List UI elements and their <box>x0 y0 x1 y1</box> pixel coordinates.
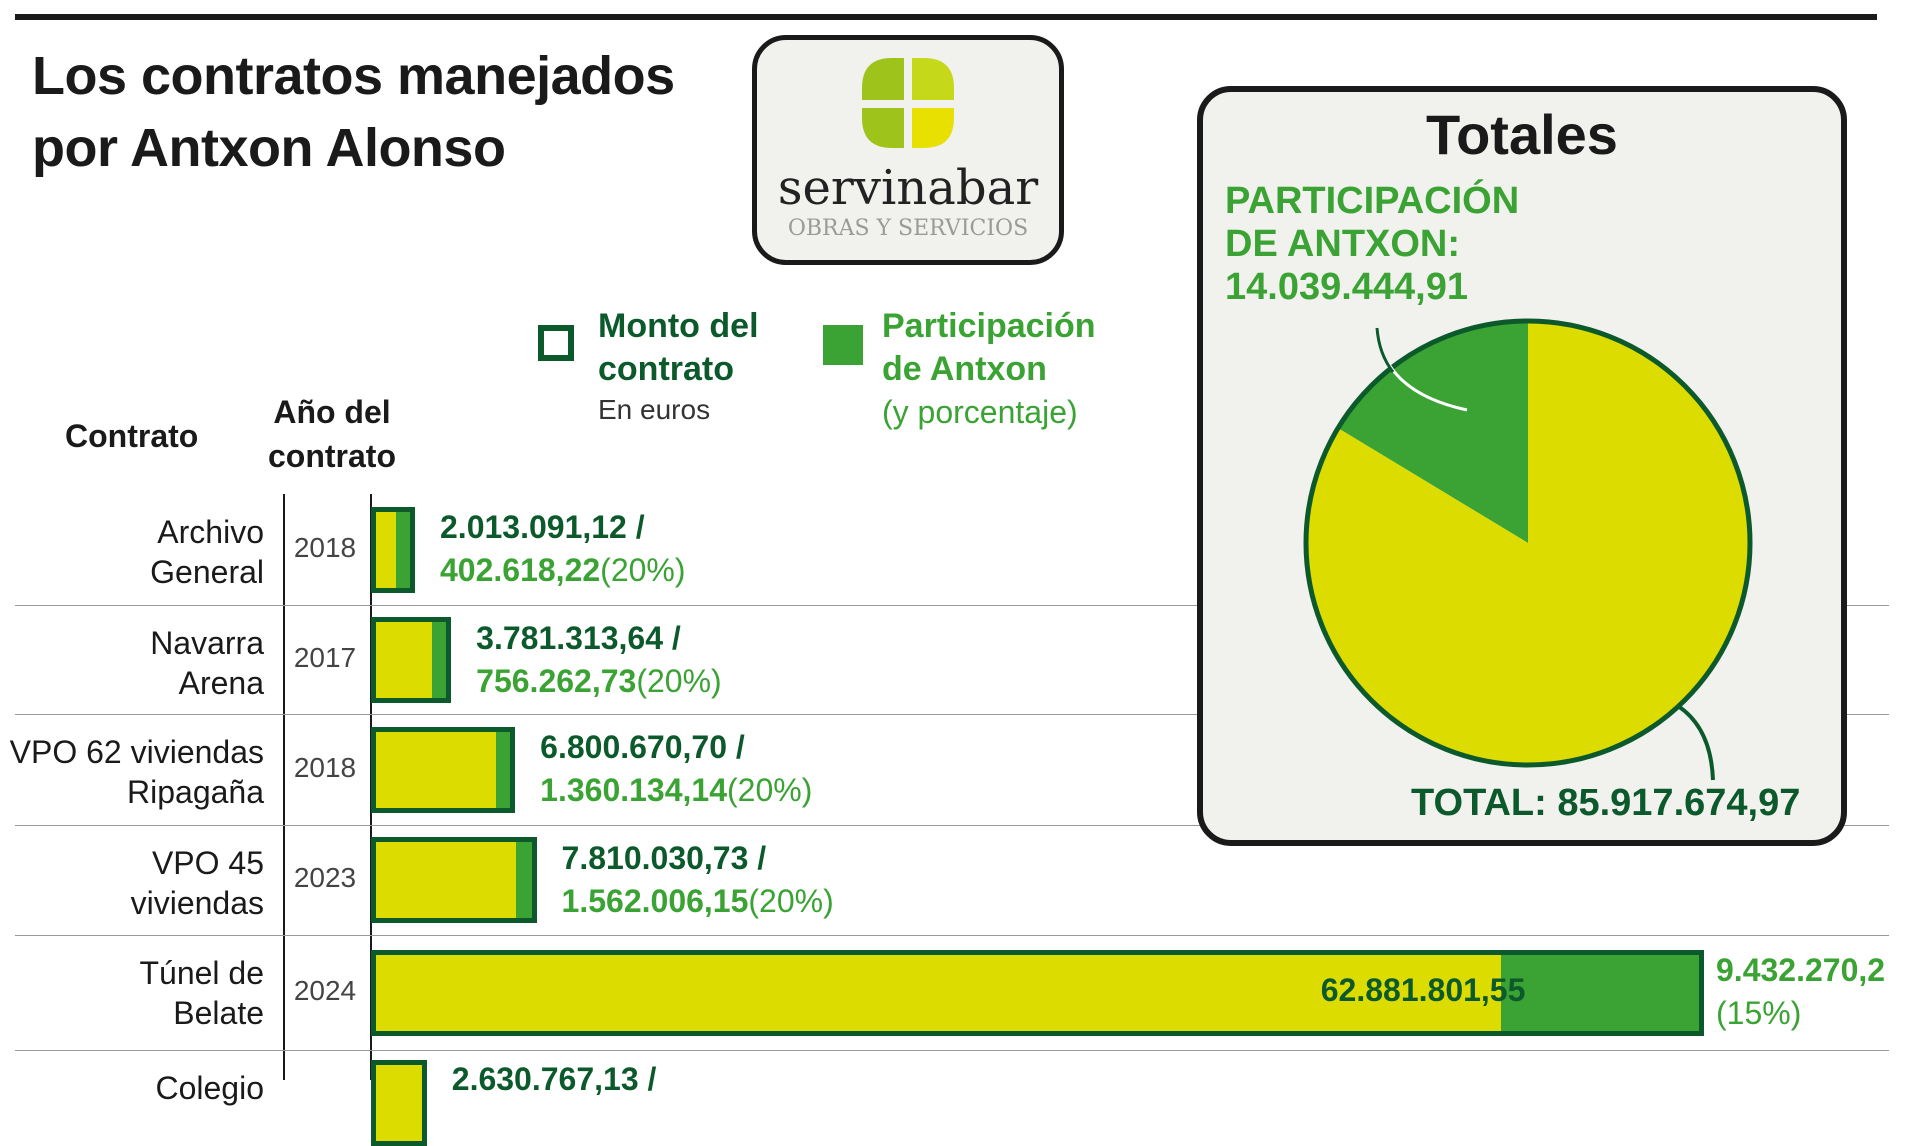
legend-title-monto: Monto del contrato <box>598 305 759 391</box>
legend-part-line-2: de Antxon <box>882 350 1047 388</box>
page-title: Los contratos manejados por Antxon Alons… <box>32 40 732 184</box>
header-anio: Año del contrato <box>262 390 402 478</box>
row-label-line-2: viviendas <box>130 885 264 921</box>
totals-participation-label: PARTICIPACIÓN DE ANTXON: 14.039.444,91 <box>1225 180 1519 309</box>
participacion-pct: (15%) <box>1716 995 1802 1031</box>
row-separator <box>15 605 1889 606</box>
bar-participacion <box>516 842 532 918</box>
bar-participacion <box>396 511 410 588</box>
row-separator <box>15 825 1889 826</box>
participation-leader-line-outer <box>1375 327 1395 373</box>
participacion-pct: (20%) <box>636 663 722 699</box>
row-label-line-2: Ripagaña <box>127 774 264 810</box>
bar-participacion <box>432 621 447 698</box>
row-label-line-1: Archivo <box>157 514 264 550</box>
pie-outline <box>1303 318 1753 768</box>
header-anio-line-1: Año del <box>273 394 391 430</box>
bar-value-monto: 62.881.801,55 <box>1320 971 1526 1008</box>
bar-participacion <box>1500 954 1699 1031</box>
participacion-value: 1.360.134,14 <box>540 772 727 808</box>
row-label: Archivo General <box>0 512 264 592</box>
bar-monto <box>371 949 1704 1036</box>
bar-monto <box>371 506 415 593</box>
cross-emblem-icon <box>862 58 954 148</box>
row-year: 2018 <box>293 751 357 783</box>
header-anio-line-2: contrato <box>268 438 396 474</box>
participacion-value: 402.618,22 <box>440 552 601 588</box>
bar-monto <box>371 837 537 923</box>
legend-swatch-monto <box>538 325 574 361</box>
row-year: 2024 <box>293 974 357 1006</box>
bar-monto <box>371 1060 427 1146</box>
totals-panel: Totales PARTICIPACIÓN DE ANTXON: 14.039.… <box>1197 86 1847 846</box>
row-label: Navarra Arena <box>0 623 264 703</box>
participacion-value: 756.262,73 <box>476 663 637 699</box>
legend-title-participacion: Participación de Antxon <box>882 305 1096 391</box>
header-contrato: Contrato <box>65 418 199 454</box>
bar-monto <box>371 616 452 703</box>
monto-value: 3.781.313,64 / <box>476 620 681 656</box>
title-line-1: Los contratos manejados <box>32 46 675 106</box>
participacion-value: 9.432.270,2 <box>1716 952 1886 988</box>
bar-values: 3.781.313,64 / 756.262,73(20%) <box>476 617 722 703</box>
bar-values: 6.800.670,70 / 1.360.134,14(20%) <box>540 726 812 812</box>
logo-tagline: OBRAS Y SERVICIOS <box>787 216 1029 241</box>
row-label-line-1: Túnel de <box>139 955 264 991</box>
row-separator <box>15 935 1889 936</box>
legend-sub-monto: En euros <box>598 394 711 425</box>
bar-values: 2.013.091,12 / 402.618,22(20%) <box>440 506 686 592</box>
logo-name: servinabar <box>777 160 1039 216</box>
totals-part-value: 14.039.444,91 <box>1225 266 1469 308</box>
row-label-line-1: VPO 45 <box>151 845 264 881</box>
row-year: 2018 <box>293 531 357 563</box>
top-rule <box>15 14 1877 20</box>
year-column-divider <box>283 494 285 1080</box>
monto-value: 6.800.670,70 / <box>540 729 745 765</box>
participacion-line: 402.618,22(20%) <box>440 549 686 592</box>
total-leader-line <box>1676 704 1715 781</box>
row-label-line-2: Belate <box>173 995 264 1031</box>
legend-swatch-participacion <box>823 325 863 365</box>
pie-slice-participacion <box>1338 321 1528 543</box>
row-label: VPO 45 viviendas <box>0 843 264 923</box>
row-label: Túnel de Belate <box>0 953 264 1033</box>
totals-part-line-1: PARTICIPACIÓN <box>1225 180 1520 222</box>
title-line-2: por Antxon Alonso <box>32 118 506 178</box>
participacion-pct: (20%) <box>600 552 686 588</box>
bar-participacion <box>496 731 511 808</box>
servinabar-logo: servinabar OBRAS Y SERVICIOS <box>752 35 1064 265</box>
totals-title: Totales <box>1426 103 1618 166</box>
legend-monto-line-2: contrato <box>598 350 734 388</box>
monto-value: 2.013.091,12 / <box>440 509 645 545</box>
row-separator <box>15 1050 1889 1051</box>
totals-part-line-2: DE ANTXON: <box>1225 223 1461 265</box>
participacion-line: 1.360.134,14(20%) <box>540 769 812 812</box>
row-year: 2017 <box>293 641 357 673</box>
totals-total-label: TOTAL: 85.917.674,97 <box>1411 782 1801 824</box>
participacion-pct: (20%) <box>727 772 813 808</box>
row-label-line-1: VPO 62 viviendas <box>9 734 264 770</box>
participacion-line: 756.262,73(20%) <box>476 660 722 703</box>
bar-value-participacion: 9.432.270,2 (15%) <box>1716 949 1885 1035</box>
totals-pie-chart <box>1303 318 1753 781</box>
legend-monto-line-1: Monto del <box>598 307 759 345</box>
participacion-pct: (20%) <box>748 883 834 919</box>
participacion-line: 1.562.006,15(20%) <box>562 880 834 923</box>
row-separator <box>15 714 1889 715</box>
row-label: Colegio <box>0 1068 264 1108</box>
pie-slice-resto <box>1306 321 1750 766</box>
bar-values: 7.810.030,73 / 1.562.006,15(20%) <box>562 837 834 923</box>
legend-sub-participacion: (y porcentaje) <box>882 394 1078 430</box>
row-label-line-2: General <box>150 554 264 590</box>
monto-value: 7.810.030,73 / <box>561 840 767 876</box>
participacion-value: 1.562.006,15 <box>561 883 749 919</box>
row-label: VPO 62 viviendas Ripagaña <box>0 732 264 812</box>
row-label-line-1: Colegio <box>155 1070 264 1106</box>
row-year: 2023 <box>293 862 357 893</box>
row-label-line-1: Navarra <box>150 625 264 661</box>
legend-part-line-1: Participación <box>882 307 1096 345</box>
bar-monto <box>371 726 516 813</box>
row-label-line-2: Arena <box>178 665 264 701</box>
